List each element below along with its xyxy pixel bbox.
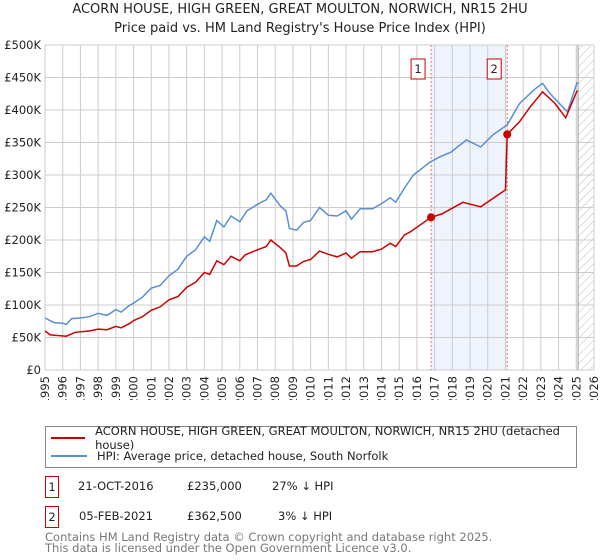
legend-item-property: ACORN HOUSE, HIGH GREEN, GREAT MOULTON, …	[51, 424, 576, 452]
y-tick-label: £100K	[4, 298, 41, 312]
chart-title: ACORN HOUSE, HIGH GREEN, GREAT MOULTON, …	[72, 2, 528, 17]
price-chart: 1995 1996 1997 1998 1999 2000 2001 2002 2003 2004…	[4, 38, 600, 400]
x-tick-label: 2016	[410, 376, 424, 400]
footer-copyright: Contains HM Land Registry data © Crown c…	[45, 530, 493, 544]
transaction-date: 21-OCT-2016	[78, 479, 154, 493]
x-tick-label: 2009	[286, 376, 300, 400]
property-series-line	[44, 90, 578, 337]
y-tick-label: £200K	[4, 233, 41, 247]
x-tick-label: 2025	[569, 376, 583, 400]
x-tick-label: 2022	[516, 376, 530, 400]
transaction-row: 2 05-FEB-2021 £362,500 3% ↓ HPI	[45, 506, 545, 528]
x-tick-label: 2010	[304, 376, 318, 400]
legend-label: ACORN HOUSE, HIGH GREEN, GREAT MOULTON, …	[95, 424, 560, 452]
y-tick-label: £500K	[4, 38, 41, 52]
sale-point	[503, 130, 512, 139]
legend: ACORN HOUSE, HIGH GREEN, GREAT MOULTON, …	[45, 424, 577, 468]
x-tick-label: 2008	[268, 376, 282, 400]
sale-badge	[410, 58, 426, 80]
marker-badge: 1	[45, 476, 59, 498]
legend-item-hpi: HPI: Average price, detached house, Sout…	[51, 448, 388, 464]
transaction-row: 1 21-OCT-2016 £235,000 27% ↓ HPI	[45, 476, 545, 498]
y-tick-label: £50K	[12, 331, 42, 345]
x-tick-label: 2019	[463, 376, 477, 400]
transaction-hpi-diff: 3% ↓ HPI	[278, 509, 333, 523]
chart-subtitle: Price paid vs. HM Land Registry's House …	[114, 21, 486, 36]
x-tick-label: 2003	[180, 376, 194, 400]
hpi-series-line	[44, 81, 578, 326]
transaction-price: £235,000	[187, 479, 242, 493]
y-tick-label: £450K	[4, 71, 41, 85]
x-tick-label: 2006	[233, 376, 247, 400]
x-tick-label: 2012	[339, 376, 353, 400]
x-tick-label: 2015	[392, 376, 406, 400]
y-tick-label: £350K	[4, 136, 41, 150]
x-tick-label: 1997	[73, 376, 87, 400]
blue-line-icon	[51, 455, 87, 457]
x-tick-label: 2017	[428, 376, 442, 400]
x-tick-label: 2020	[481, 376, 495, 400]
y-tick-label: £300K	[4, 168, 41, 182]
marker-badge: 2	[45, 506, 59, 528]
x-tick-label: 2005	[215, 376, 229, 400]
x-tick-label: 1995	[38, 376, 52, 400]
legend-label: HPI: Average price, detached house, Sout…	[97, 449, 389, 463]
transaction-hpi-diff: 27% ↓ HPI	[272, 479, 334, 493]
x-tick-label: 1999	[109, 376, 123, 400]
sale-badge-label: 1	[414, 62, 421, 76]
x-tick-label: 2026	[587, 376, 600, 400]
x-tick-label: 2007	[251, 376, 265, 400]
transaction-price: £362,500	[187, 509, 242, 523]
x-tick-label: 2011	[321, 376, 335, 400]
x-tick-label: 2021	[498, 376, 512, 400]
sale-point	[427, 213, 436, 222]
transaction-date: 05-FEB-2021	[79, 509, 153, 523]
x-tick-label: 2004	[197, 376, 211, 400]
y-tick-label: £0	[26, 363, 41, 377]
x-tick-label: 2023	[534, 376, 548, 400]
x-tick-label: 1996	[56, 376, 70, 400]
footer-licence: This data is licensed under the Open Gov…	[45, 541, 412, 555]
x-tick-label: 2014	[374, 376, 388, 400]
red-line-icon	[51, 437, 86, 439]
x-tick-label: 2002	[162, 376, 176, 400]
x-tick-label: 2001	[144, 376, 158, 400]
y-tick-label: £400K	[4, 103, 41, 117]
y-tick-label: £250K	[4, 201, 41, 215]
x-tick-label: 2000	[127, 376, 141, 400]
sale-badge-label: 2	[491, 62, 498, 76]
x-tick-label: 2024	[552, 376, 566, 400]
x-tick-label: 2018	[445, 376, 459, 400]
x-tick-label: 1998	[91, 376, 105, 400]
sale-badge	[486, 58, 502, 80]
x-tick-label: 2013	[357, 376, 371, 400]
y-tick-label: £150K	[4, 266, 41, 280]
